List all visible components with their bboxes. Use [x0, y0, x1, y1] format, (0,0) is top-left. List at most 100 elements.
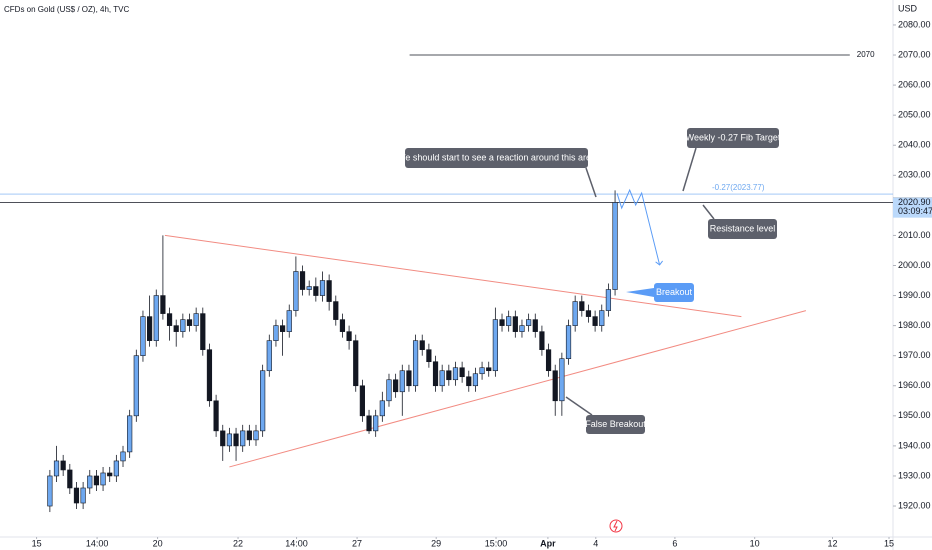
- candle-body: [366, 415, 372, 432]
- candle-body: [612, 202, 618, 290]
- candle-body: [306, 286, 312, 290]
- candle-body: [572, 301, 578, 326]
- candle-body: [452, 367, 459, 381]
- candle-body: [539, 331, 545, 350]
- candle-body: [479, 367, 485, 375]
- candle-body: [333, 301, 339, 320]
- candle-body: [326, 280, 332, 302]
- candle-body: [565, 325, 572, 360]
- candle-body: [599, 310, 605, 326]
- candle-body: [532, 319, 538, 332]
- x-tick-label: 6: [672, 538, 677, 548]
- trendline: [164, 234, 742, 318]
- callout-box: [586, 415, 645, 434]
- callout-pointer: [565, 396, 593, 416]
- last-price-label: 2020.90: [898, 197, 931, 207]
- icon-circle: [609, 519, 623, 533]
- x-tick-label: 22: [233, 538, 243, 548]
- candle-body: [512, 316, 518, 332]
- candle-body: [552, 370, 558, 402]
- callout-box: [708, 219, 777, 239]
- candle-body: [399, 370, 405, 393]
- candle-body: [260, 370, 266, 432]
- candle-body: [339, 319, 346, 332]
- candle-body: [506, 316, 512, 326]
- callout-text: Breakout: [656, 287, 693, 297]
- candle-body: [226, 433, 233, 447]
- candle-body: [193, 313, 199, 326]
- candle-body: [432, 361, 439, 387]
- callout-pointer: [682, 147, 697, 192]
- y-tick-label: 1920.00: [898, 500, 931, 510]
- candle-body: [313, 286, 319, 296]
- x-tick-label: Apr: [540, 538, 556, 548]
- candle-body: [220, 430, 226, 447]
- x-tick-label: 15:00: [485, 538, 508, 548]
- axis-unit: USD: [898, 3, 918, 13]
- candle-body: [393, 379, 399, 393]
- candle-body: [279, 325, 286, 332]
- x-tick-label: 27: [352, 538, 362, 548]
- candle-body: [346, 331, 352, 341]
- level-label: 2070: [857, 50, 875, 59]
- countdown-label: 03:09:47: [898, 206, 932, 216]
- icon-bolt: [613, 520, 618, 532]
- candle-body: [579, 301, 585, 311]
- x-tick-label: 4: [593, 538, 598, 548]
- callout-pointer: [626, 288, 654, 297]
- replay-icon[interactable]: [609, 519, 623, 533]
- candle-body: [412, 340, 419, 387]
- y-tick-label: 1930.00: [898, 470, 931, 480]
- x-tick-label: 12: [827, 538, 837, 548]
- candle-body: [439, 370, 445, 387]
- candle-body: [253, 430, 259, 441]
- y-tick-label: 2030.00: [898, 170, 931, 180]
- callout-box: [654, 283, 694, 302]
- projection-arrowhead: [655, 260, 664, 266]
- candle-body: [605, 289, 612, 311]
- candle-body: [100, 472, 106, 486]
- candle-body: [359, 385, 365, 417]
- candle-body: [113, 460, 119, 477]
- y-tick-label: 1960.00: [898, 380, 931, 390]
- y-tick-label: 1980.00: [898, 320, 931, 330]
- candle-body: [459, 367, 465, 378]
- candle-body: [492, 319, 498, 372]
- candle-body: [286, 310, 292, 332]
- x-tick-label: 20: [153, 538, 163, 548]
- candle-body: [545, 349, 552, 372]
- callout-pointer: [585, 167, 597, 198]
- x-tick-label: 14:00: [86, 538, 109, 548]
- candle-body: [93, 475, 100, 486]
- callout: We should start to see a reaction around…: [397, 148, 597, 198]
- fib-label: -0.27(2023.77): [712, 183, 765, 192]
- last-price-box: [893, 197, 932, 218]
- x-tick-label: 10: [750, 538, 760, 548]
- candle-body: [386, 379, 392, 402]
- candle-body: [446, 370, 452, 381]
- candle-body: [373, 415, 379, 432]
- candle-body: [160, 295, 166, 314]
- candle-body: [213, 400, 219, 432]
- candle-body: [120, 451, 126, 462]
- projection-path: [616, 188, 661, 266]
- candle-body: [293, 271, 299, 311]
- candle-body: [47, 475, 53, 507]
- candle-body: [519, 325, 525, 332]
- y-tick-label: 2070.00: [898, 49, 931, 59]
- candle-body: [166, 313, 173, 326]
- y-tick-label: 1970.00: [898, 350, 931, 360]
- y-tick-label: 2040.00: [898, 140, 931, 150]
- y-tick-label: 2050.00: [898, 110, 931, 120]
- candle-body: [53, 460, 60, 477]
- x-tick-label: 15: [32, 538, 42, 548]
- candle-body: [140, 316, 146, 356]
- candle-body: [379, 400, 385, 417]
- x-tick-label: 29: [431, 538, 441, 548]
- candle-body: [60, 460, 66, 471]
- y-tick-label: 1940.00: [898, 440, 931, 450]
- callout-box: [687, 128, 779, 148]
- callout-text: False Breakout: [585, 419, 646, 429]
- callout: Weekly -0.27 Fib Target: [682, 128, 781, 192]
